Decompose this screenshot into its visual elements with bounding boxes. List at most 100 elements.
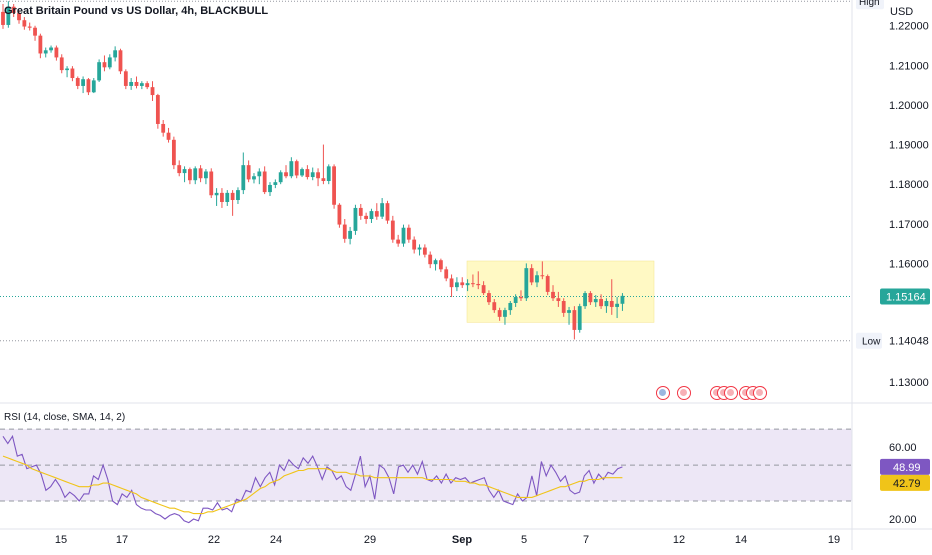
candle-body bbox=[615, 304, 619, 307]
candle-body bbox=[455, 282, 459, 287]
candle-body bbox=[402, 228, 406, 244]
time-tick-label: 7 bbox=[583, 534, 589, 546]
candle-body bbox=[33, 28, 37, 36]
candle-body bbox=[65, 69, 69, 71]
candle-body bbox=[498, 310, 502, 317]
candle-body bbox=[524, 268, 528, 298]
candle-body bbox=[113, 50, 117, 57]
candle-body bbox=[434, 260, 438, 264]
time-tick-label: 5 bbox=[521, 534, 527, 546]
price-tick-label: 1.17000 bbox=[889, 219, 929, 231]
candle-body bbox=[300, 169, 304, 175]
candle-body bbox=[252, 176, 256, 179]
price-tick-label: 1.22000 bbox=[889, 21, 929, 33]
rsi-tick-label: 60.00 bbox=[889, 442, 917, 454]
time-tick-label: 15 bbox=[55, 534, 67, 546]
low-value-label: 1.14048 bbox=[889, 336, 929, 348]
candle-body bbox=[199, 168, 203, 178]
currency-label: USD bbox=[890, 6, 913, 18]
candle-body bbox=[338, 205, 342, 225]
candle-body bbox=[172, 140, 176, 165]
candle-body bbox=[476, 284, 480, 285]
candle-body bbox=[28, 27, 32, 28]
candle-body bbox=[418, 248, 422, 250]
candle-body bbox=[204, 171, 208, 178]
candle-body bbox=[311, 172, 315, 177]
candle-body bbox=[49, 48, 53, 51]
candle-body bbox=[188, 169, 192, 180]
candle-body bbox=[225, 193, 229, 202]
candle-body bbox=[471, 283, 475, 284]
candle-body bbox=[370, 211, 374, 219]
time-tick-label: 17 bbox=[116, 534, 128, 546]
candle-body bbox=[589, 293, 593, 302]
candle-body bbox=[439, 260, 443, 269]
price-tick-label: 1.21000 bbox=[889, 60, 929, 72]
candle-body bbox=[621, 296, 625, 304]
time-tick-label: 19 bbox=[828, 534, 840, 546]
candle-body bbox=[76, 78, 80, 86]
candle-body bbox=[151, 87, 155, 95]
candle-body bbox=[583, 293, 587, 306]
candle-body bbox=[55, 48, 59, 58]
candle-body bbox=[316, 172, 320, 178]
candle-body bbox=[263, 171, 267, 192]
candle-body bbox=[124, 71, 128, 86]
candle-body bbox=[503, 310, 507, 317]
candle-body bbox=[268, 185, 272, 192]
candle-body bbox=[423, 248, 427, 255]
candle-body bbox=[38, 36, 42, 54]
candle-body bbox=[546, 276, 550, 292]
consolidation-range-box bbox=[467, 261, 654, 322]
time-tick-label: 22 bbox=[208, 534, 220, 546]
candle-body bbox=[487, 293, 491, 302]
candle-body bbox=[145, 83, 149, 87]
candle-body bbox=[247, 165, 251, 179]
candle-body bbox=[466, 283, 470, 285]
uk-flag-event-icon[interactable] bbox=[677, 386, 691, 400]
candle-body bbox=[535, 275, 539, 282]
candle-body bbox=[343, 225, 347, 239]
time-tick-label: 24 bbox=[270, 534, 282, 546]
candle-body bbox=[305, 169, 309, 177]
candle-body bbox=[279, 172, 283, 182]
candle-body bbox=[156, 95, 160, 124]
candle-body bbox=[450, 278, 454, 287]
candle-body bbox=[193, 168, 197, 180]
candle-body bbox=[572, 310, 576, 330]
price-tick-label: 1.18000 bbox=[889, 179, 929, 191]
candle-body bbox=[81, 79, 85, 86]
candle-body bbox=[241, 165, 245, 190]
uk-flag-event-icon[interactable] bbox=[724, 386, 738, 400]
candle-body bbox=[407, 228, 411, 240]
candle-body bbox=[332, 166, 336, 204]
candle-body bbox=[492, 302, 496, 310]
price-tick-label: 1.13000 bbox=[889, 377, 929, 389]
us-flag-event-icon[interactable] bbox=[656, 386, 670, 400]
candle-body bbox=[135, 82, 139, 86]
candle-body bbox=[295, 161, 299, 175]
candle-body bbox=[183, 169, 187, 173]
candle-body bbox=[220, 193, 224, 202]
candle-body bbox=[129, 82, 133, 86]
time-tick-label: 29 bbox=[364, 534, 376, 546]
candle-body bbox=[161, 124, 165, 133]
uk-flag-event-icon[interactable] bbox=[753, 386, 767, 400]
candle-body bbox=[284, 172, 288, 176]
candle-body bbox=[391, 221, 395, 240]
candle-body bbox=[177, 165, 181, 173]
candle-body bbox=[92, 80, 96, 92]
candle-body bbox=[514, 297, 518, 303]
candle-body bbox=[97, 62, 101, 80]
time-tick-label: Sep bbox=[452, 534, 472, 546]
candle-body bbox=[428, 255, 432, 265]
candle-body bbox=[556, 298, 560, 301]
rsi-indicator-title: RSI (14, close, SMA, 14, 2) bbox=[4, 412, 125, 423]
candle-body bbox=[610, 301, 614, 307]
candle-body bbox=[140, 83, 144, 86]
rsi-value: 48.99 bbox=[893, 462, 921, 474]
candle-body bbox=[22, 20, 26, 26]
candle-body bbox=[375, 211, 379, 217]
